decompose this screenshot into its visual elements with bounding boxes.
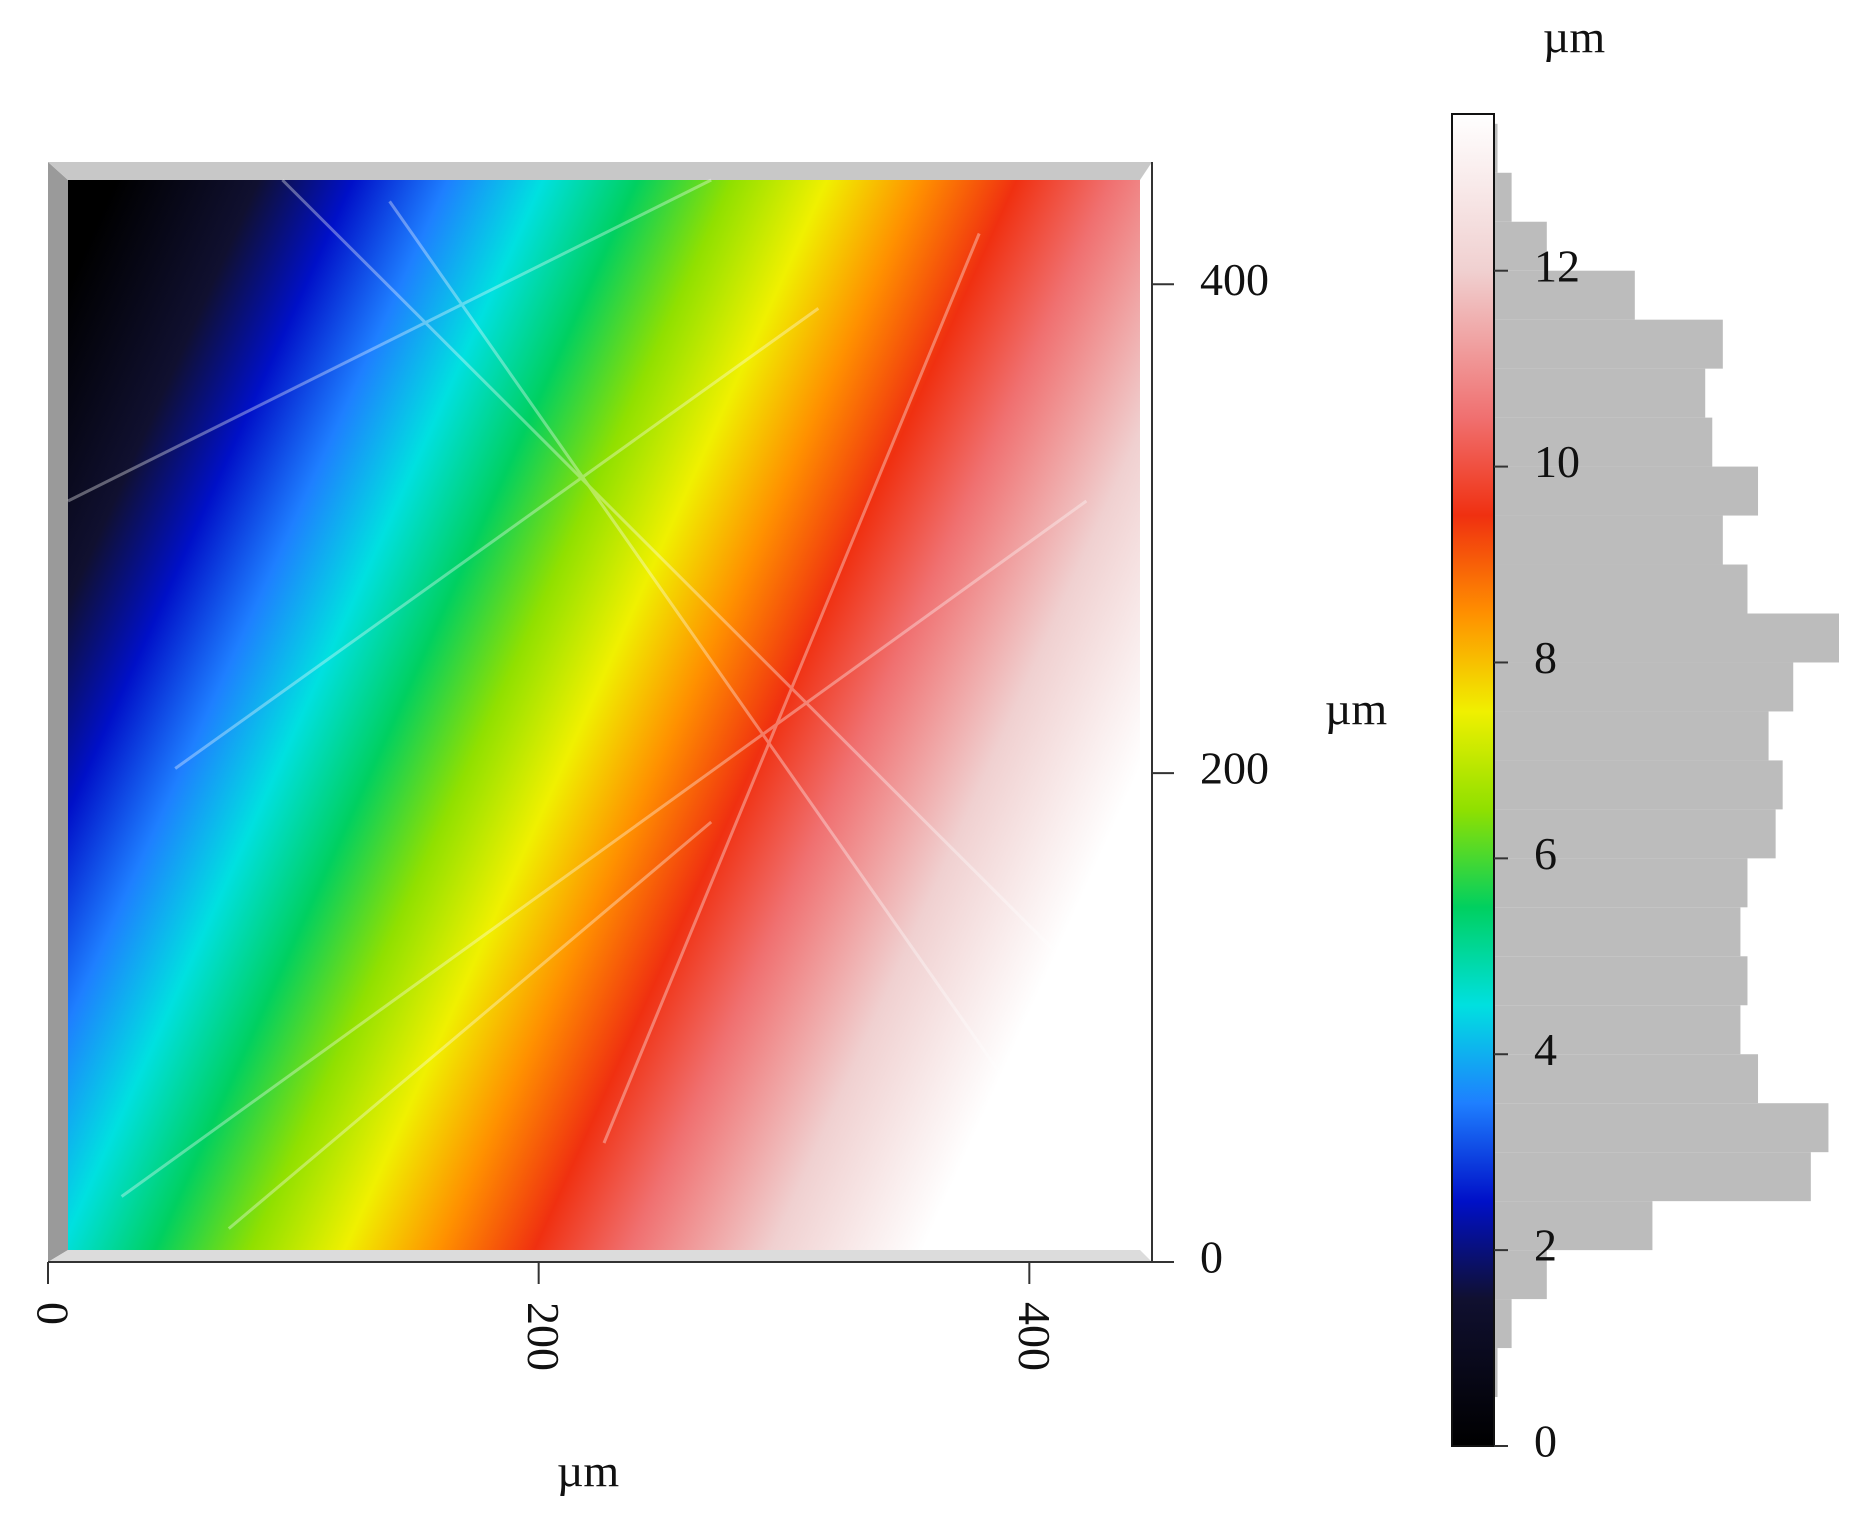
histogram-bar [1494,711,1769,761]
texture-line [174,307,820,770]
surface-texture [67,178,1088,1230]
texture-line [602,232,981,1144]
colorbar-tick-label: 2 [1534,1220,1557,1271]
y-tick-label: 0 [1200,1232,1223,1283]
colorbar [1451,113,1495,1447]
surface-bottom [48,1250,1152,1262]
histogram-bar [1494,662,1794,712]
histogram-bar [1494,809,1776,859]
histogram-bar [1494,123,1498,173]
colorbar-tick-label: 8 [1534,632,1557,683]
histogram-bar [1494,1250,1547,1300]
histogram-bar [1494,172,1512,222]
texture-line [388,200,1088,1198]
colorbar-label: µm [1543,12,1606,63]
surface-side [48,162,68,1262]
colorbar-tick-label: 10 [1534,436,1580,487]
histogram-bar [1494,221,1547,271]
histogram-bar [1494,907,1741,957]
histogram-bar [1494,1005,1741,1055]
x-axis-label: µm [557,1446,620,1497]
histogram-bar [1494,1152,1811,1202]
histogram-bar [1494,858,1748,908]
y-tick-label: 400 [1200,254,1269,305]
histogram-bar [1494,1103,1829,1153]
histogram-bar [1494,466,1759,516]
texture-line [120,499,1088,1198]
histogram-bar [1494,1299,1512,1349]
colorbar-tick-label: 12 [1534,240,1580,291]
texture-line [281,178,1088,984]
y-axis-label: µm [1325,684,1388,735]
histogram-bar [1494,564,1748,614]
histogram-bar [1494,319,1723,369]
histogram-bar [1494,1201,1653,1251]
y-tick-label: 200 [1200,743,1269,794]
texture-line [227,820,713,1230]
histogram-bar [1494,613,1839,663]
x-tick-label: 200 [518,1302,569,1371]
x-tick-label: 400 [1009,1302,1060,1371]
x-tick-label: 0 [27,1302,78,1325]
colorbar-tick-label: 4 [1534,1024,1557,1075]
histogram-bar [1494,270,1635,320]
colorbar-tick-label: 0 [1534,1416,1557,1467]
histogram-bar [1494,417,1713,467]
histogram-bar [1494,956,1748,1006]
surface [68,180,1140,1250]
surface-top [48,162,1152,180]
histogram-bar [1494,1054,1759,1104]
texture-line [67,178,712,503]
histogram-bar [1494,515,1723,565]
colorbar-tick-label: 6 [1534,828,1557,879]
histogram-bar [1494,368,1706,418]
histogram-bar [1494,760,1783,810]
histogram-bar [1494,1348,1498,1398]
